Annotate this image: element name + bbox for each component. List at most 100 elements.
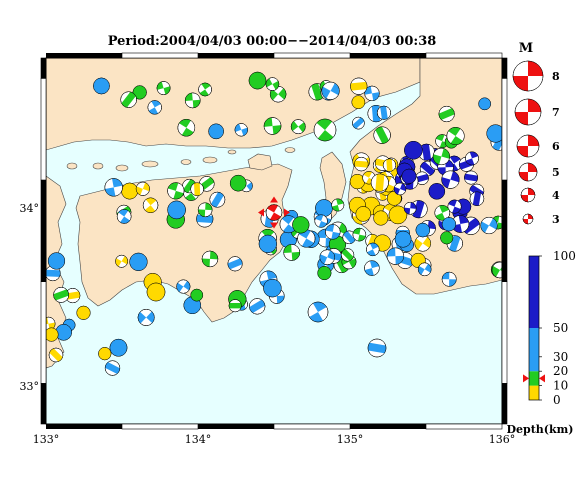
red-triangle-marker-icon [270,222,278,229]
depth-scale-tick-label: 50 [553,321,568,335]
land-shikoku [75,163,293,323]
focal-mechanism-beachball-icon [258,234,277,253]
frame-bar-segment [198,424,274,429]
focal-mechanism-beachball-icon [65,288,81,304]
magnitude-legend-title: M [519,41,533,56]
focal-mechanism-beachball-icon [414,235,431,252]
x-tick-label-136: 136° [489,433,516,446]
focal-mechanism-beachball-icon [441,217,457,232]
focal-mechanism-beachball-icon [228,299,242,313]
red-triangle-marker-icon [258,208,264,217]
magnitude-legend-beachball-icon [512,60,544,92]
focal-mechanism-beachball-icon [48,347,64,363]
focal-mechanism-beachball-icon [355,206,372,222]
focal-mechanism-beachball-icon [491,261,502,279]
focal-mechanism-beachball-icon [116,209,132,224]
focal-mechanism-beachball-icon [109,338,128,357]
focal-mechanism-beachball-icon [370,173,389,192]
land-shodoshima [247,153,273,171]
focal-mechanism-beachball-icon [227,256,243,272]
focal-mechanism-beachball-icon [197,202,213,218]
focal-mechanism-beachball-icon [98,347,112,361]
focal-mechanism-beachball-icon [263,117,282,135]
focal-mechanism-beachball-icon [46,327,59,342]
focal-mechanism-beachball-icon [351,95,366,109]
focal-mechanism-beachball-icon [93,77,110,95]
focal-mechanism-beachball-icon [350,77,368,95]
x-tick-label-135: 135° [337,433,364,446]
depth-scale-tick-label: 30 [553,350,568,364]
magnitude-legend-beachball-icon [518,162,538,182]
focal-mechanism-beachball-icon [386,247,405,265]
frame-bar-segment [501,281,508,384]
focal-mechanism-beachball-icon [478,97,491,111]
y-tick-label-33: 33° [20,380,40,393]
depth-scale-tick-label: 100 [553,249,576,263]
map-title: Period:2004/04/03 00:00−−2014/04/03 00:3… [108,34,437,49]
magnitude-legend-label: 7 [552,106,560,119]
land-islet [202,156,218,164]
focal-mechanism-beachball-icon [229,174,247,192]
land-islet [284,147,296,153]
map-panel: 133° 134° 135° 136° 34° 33° [20,52,516,446]
frame-bar-segment [273,52,351,59]
depth-scale-segment [529,328,539,372]
focal-mechanism-beachball-icon [354,156,369,172]
focal-mechanism-beachball-icon [263,278,282,298]
focal-mechanism-beachball-icon [376,105,391,120]
focal-mechanism-beachball-icon [469,191,485,206]
land-islet [180,159,192,165]
land-islet [66,162,78,170]
map-frame-bars [40,52,508,430]
focal-mechanism-beachball-icon [432,147,450,166]
focal-mechanism-beachball-icon [201,250,219,268]
focal-mechanism-beachball-icon [325,224,341,240]
focal-mechanism-beachball-icon [417,262,432,277]
focal-mechanism-beachball-icon [115,254,128,268]
frame-bar-segment [40,281,47,384]
y-tick-label-34: 34° [20,202,40,215]
focal-mechanism-beachball-icon [190,182,204,196]
red-triangle-marker-icon [284,208,290,217]
focal-mechanism-beachball-icon [176,279,191,294]
focal-mechanism-beachball-icon [403,201,417,215]
focal-mechanism-beachball-icon [234,123,248,137]
depth-scale-tick-label: 20 [553,364,568,378]
focal-mechanism-beachball-icon [135,181,150,196]
focal-mechanism-beachball-icon [47,252,66,270]
axis-labels: 133° 134° 135° 136° 34° 33° [20,202,516,446]
focal-mechanism-beachball-icon [156,81,171,95]
focal-mechanism-beachball-icon [129,252,148,271]
land-islet [92,162,104,170]
focal-mechanism-beachball-icon [486,124,502,143]
focal-mechanism-beachball-icon [104,178,123,197]
focal-mechanism-beachball-icon [248,71,267,90]
focal-mechanism-beachball-icon [447,199,462,214]
focal-mechanism-beachball-icon [142,197,159,213]
magnitude-legend: M 8 7 6 5 4 3 [512,41,560,226]
land-islet [115,164,129,172]
focal-mechanism-beachball-icon [373,126,391,144]
magnitude-legend-label: 8 [552,70,560,83]
frame-bar-segment [350,53,426,58]
focal-mechanism-beachball-icon [386,191,402,206]
frame-bar-segment [198,53,274,58]
focal-mechanism-beachball-icon [283,244,301,261]
focal-mechanism-beachball-icon [317,266,332,281]
focal-mechanism-beachball-icon [121,182,139,200]
magnitude-legend-beachball-icon [520,187,536,203]
focal-mechanism-beachball-icon [313,118,337,142]
focal-mechanism-beachball-icon [315,199,333,217]
focal-mechanism-beachball-icon [190,288,204,302]
depth-marker-left-icon [523,374,529,383]
focal-mechanism-beachball-icon [209,191,226,208]
depth-scale-segment [529,385,539,400]
focal-mechanism-beachball-icon [292,216,310,234]
depth-marker-right-icon [539,374,545,383]
focal-mechanism-beachball-icon [382,158,397,172]
x-tick-label-134: 134° [185,433,212,446]
depth-scale-tick-label: 0 [553,393,561,407]
frame-bar-segment [501,383,508,425]
frame-bar-segment [40,57,47,79]
magnitude-legend-label: 6 [552,140,560,153]
